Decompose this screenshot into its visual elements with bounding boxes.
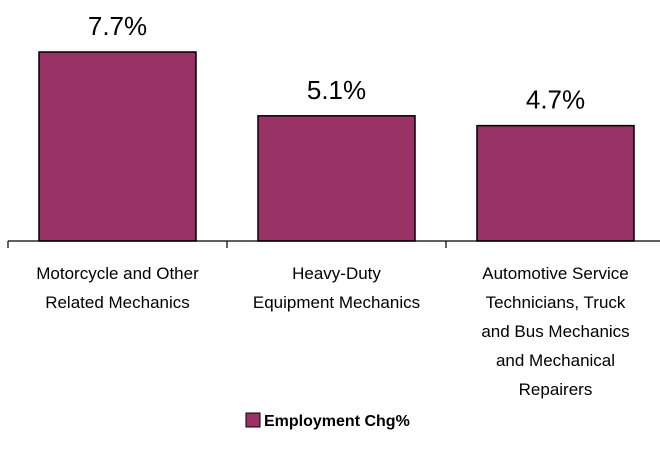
category-label-line: Related Mechanics bbox=[45, 293, 190, 312]
category-label-line: Motorcycle and Other bbox=[36, 264, 199, 283]
bar bbox=[257, 115, 416, 242]
bar-value-label: 5.1% bbox=[307, 75, 366, 105]
category-labels-group: Motorcycle and Other Related Mechanics Hea… bbox=[36, 264, 629, 399]
category-label-line: Equipment Mechanics bbox=[253, 293, 420, 312]
bar-value-label: 7.7% bbox=[88, 11, 147, 41]
category-label-line: and Bus Mechanics bbox=[481, 322, 629, 341]
legend: Employment Chg% bbox=[245, 412, 410, 430]
category-label-line: Heavy-Duty bbox=[292, 264, 381, 283]
category-label-line: Automotive Service bbox=[482, 264, 628, 283]
bar-value-label: 4.7% bbox=[526, 85, 585, 115]
category-label: Motorcycle and Other Related Mechanics bbox=[36, 264, 199, 312]
bar bbox=[38, 51, 197, 242]
category-label-line: Repairers bbox=[519, 380, 593, 399]
bars-group bbox=[38, 51, 635, 242]
category-label: Automotive Service Technicians, Truck and … bbox=[481, 264, 629, 399]
bar bbox=[476, 124, 635, 242]
x-axis bbox=[7, 240, 660, 248]
value-labels-group: 7.7% 5.1% 4.7% bbox=[88, 11, 585, 115]
legend-swatch bbox=[245, 412, 261, 428]
legend-label: Employment Chg% bbox=[264, 413, 410, 430]
category-label: Heavy-Duty Equipment Mechanics bbox=[253, 264, 420, 312]
category-label-line: Technicians, Truck bbox=[486, 293, 626, 312]
category-label-line: and Mechanical bbox=[496, 351, 615, 370]
